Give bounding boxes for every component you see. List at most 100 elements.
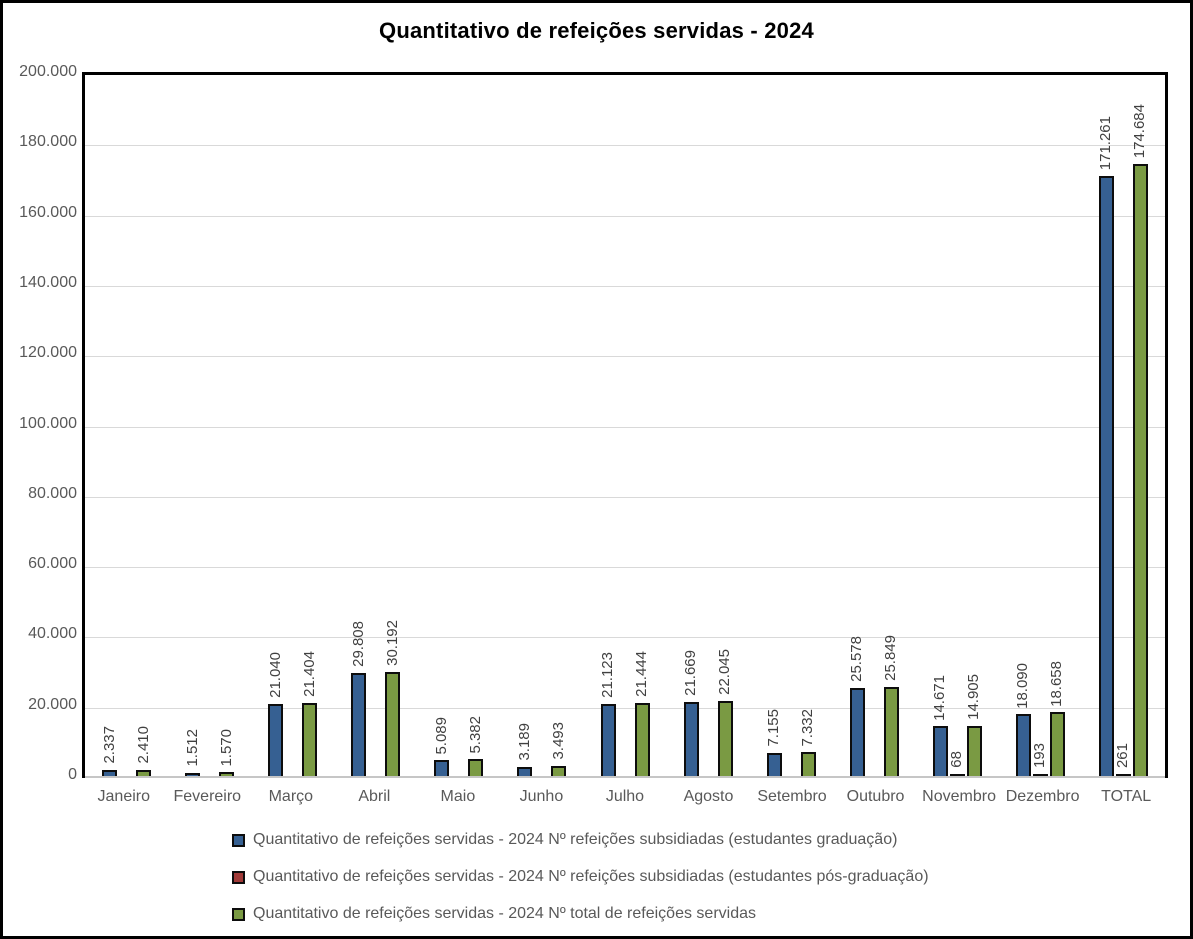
y-tick-label: 120.000 <box>19 344 77 362</box>
category-group-13: 171.261 261 174.684 <box>1082 75 1165 778</box>
gridline <box>85 215 1165 217</box>
gridline <box>85 707 1165 709</box>
bar-value-label: 18.658 <box>1048 660 1066 707</box>
category-group-3: 21.040 21.404 <box>251 75 334 778</box>
legend-item-graduacao: Quantitativo de refeições servidas - 202… <box>232 830 929 850</box>
legend-label: Quantitativo de refeições servidas - 202… <box>253 905 756 922</box>
bar-slot-graduacao: 14.671 <box>931 675 948 778</box>
bar-total <box>883 687 899 778</box>
x-category-label: Novembro <box>922 788 996 805</box>
y-tick-label: 0 <box>68 766 77 783</box>
bar-total <box>1132 164 1148 778</box>
y-tick-label: 140.000 <box>19 273 77 291</box>
bar-value-label: 5.382 <box>466 715 484 754</box>
legend-swatch-pos-graduacao <box>232 870 245 884</box>
y-tick-label: 180.000 <box>19 133 77 151</box>
bar-graduacao <box>849 688 865 778</box>
category-group-12: 18.090 193 18.658 <box>999 75 1082 778</box>
x-category-label: Julho <box>605 788 645 805</box>
bar-value-label: 1.512 <box>183 729 201 767</box>
bar-value-label: 25.849 <box>882 635 900 682</box>
x-category-label: Dezembro <box>1005 788 1080 805</box>
bar-value-label: 14.905 <box>965 673 983 720</box>
category-group-2: 1.512 1.570 <box>168 75 251 778</box>
bar-graduacao <box>932 726 948 778</box>
bar-value-label: 25.578 <box>848 636 866 683</box>
legend-label: Quantitativo de refeições servidas - 202… <box>253 831 898 848</box>
y-tick-label: 200.000 <box>19 63 77 80</box>
bar-value-label: 30.192 <box>383 620 401 666</box>
bar-slot-total: 7.332 <box>799 708 817 778</box>
bar-groups: 2.337 2.410 1.512 1.570 21.040 21.404 29.808 30… <box>85 75 1165 778</box>
bar-slot-graduacao: 171.261 <box>1097 115 1115 778</box>
x-category-label: Setembro <box>757 788 827 805</box>
bar-value-label: 21.669 <box>682 649 700 696</box>
bar-slot-graduacao: 1.512 <box>183 729 201 778</box>
bar-slot-total: 3.493 <box>550 722 567 778</box>
category-group-8: 21.669 22.045 <box>667 75 750 778</box>
bar-value-label: 2.410 <box>134 725 152 764</box>
gridline <box>85 637 1165 639</box>
category-group-4: 29.808 30.192 <box>334 75 417 778</box>
bar-value-label: 2.337 <box>100 726 118 764</box>
bar-slot-graduacao: 5.089 <box>432 716 450 778</box>
x-category-label: Abril <box>358 788 391 805</box>
legend-swatch-total <box>232 907 245 921</box>
bar-slot-graduacao: 3.189 <box>515 723 533 778</box>
bar-graduacao <box>268 704 284 778</box>
bar-slot-total: 21.444 <box>633 650 650 778</box>
bar-value-label: 68 <box>948 751 966 768</box>
legend-label: Quantitativo de refeições servidas - 202… <box>253 868 929 885</box>
bar-slot-pos-graduacao: 68 <box>948 751 966 778</box>
category-group-9: 7.155 7.332 <box>750 75 833 778</box>
x-axis-labels: Janeiro Fevereiro Março Abril Maio Junho Julho… <box>82 787 1168 807</box>
legend-swatch-graduacao <box>232 833 245 847</box>
y-tick-label: 80.000 <box>28 484 77 502</box>
bar-value-label: 261 <box>1114 742 1132 768</box>
bar-slot-graduacao: 21.040 <box>266 652 284 778</box>
bar-slot-total: 1.570 <box>218 729 235 778</box>
gridline <box>85 356 1165 358</box>
bar-slot-graduacao: 18.090 <box>1014 662 1032 778</box>
bar-slot-total: 5.382 <box>466 715 484 778</box>
bar-value-label: 7.332 <box>799 708 817 747</box>
bar-value-label: 3.189 <box>515 723 533 761</box>
category-group-11: 14.671 68 14.905 <box>916 75 999 778</box>
legend-item-pos-graduacao: Quantitativo de refeições servidas - 202… <box>232 867 929 887</box>
gridline <box>85 496 1165 498</box>
bar-slot-graduacao: 21.123 <box>599 651 616 778</box>
bar-total <box>302 702 318 778</box>
gridline <box>85 285 1165 287</box>
bar-slot-total: 14.905 <box>965 673 983 778</box>
bar-total <box>1049 712 1065 778</box>
y-tick-label: 160.000 <box>19 203 77 221</box>
bar-slot-total: 2.410 <box>134 725 152 778</box>
bar-graduacao <box>1015 714 1031 778</box>
bar-total <box>634 702 650 778</box>
x-category-label: TOTAL <box>1101 788 1152 805</box>
x-category-label: Outubro <box>846 788 905 805</box>
bar-value-label: 22.045 <box>716 648 734 695</box>
bar-slot-pos-graduacao: 193 <box>1031 743 1048 778</box>
x-category-label: Janeiro <box>97 788 150 805</box>
bar-value-label: 7.155 <box>765 709 783 747</box>
bar-total <box>966 725 982 778</box>
bar-slot-total: 30.192 <box>383 620 401 778</box>
bar-value-label: 21.444 <box>633 650 650 697</box>
plot-area: 2.337 2.410 1.512 1.570 21.040 21.404 29.808 30… <box>82 72 1168 778</box>
x-axis-line <box>85 776 1165 778</box>
y-tick-label: 20.000 <box>28 695 77 713</box>
bar-slot-total: 174.684 <box>1131 104 1148 778</box>
gridline <box>85 426 1165 428</box>
bar-value-label: 21.123 <box>599 651 616 698</box>
legend: Quantitativo de refeições servidas - 202… <box>232 830 929 936</box>
bar-slot-graduacao: 21.669 <box>682 649 700 778</box>
y-tick-label: 40.000 <box>28 625 77 643</box>
bar-slot-total: 18.658 <box>1048 660 1066 778</box>
bar-slot-graduacao: 25.578 <box>848 636 866 778</box>
bar-value-label: 171.261 <box>1097 115 1115 171</box>
bar-value-label: 18.090 <box>1014 662 1032 709</box>
bar-value-label: 5.089 <box>432 716 450 755</box>
bar-value-label: 21.040 <box>266 652 284 699</box>
bar-slot-total: 25.849 <box>882 635 900 778</box>
